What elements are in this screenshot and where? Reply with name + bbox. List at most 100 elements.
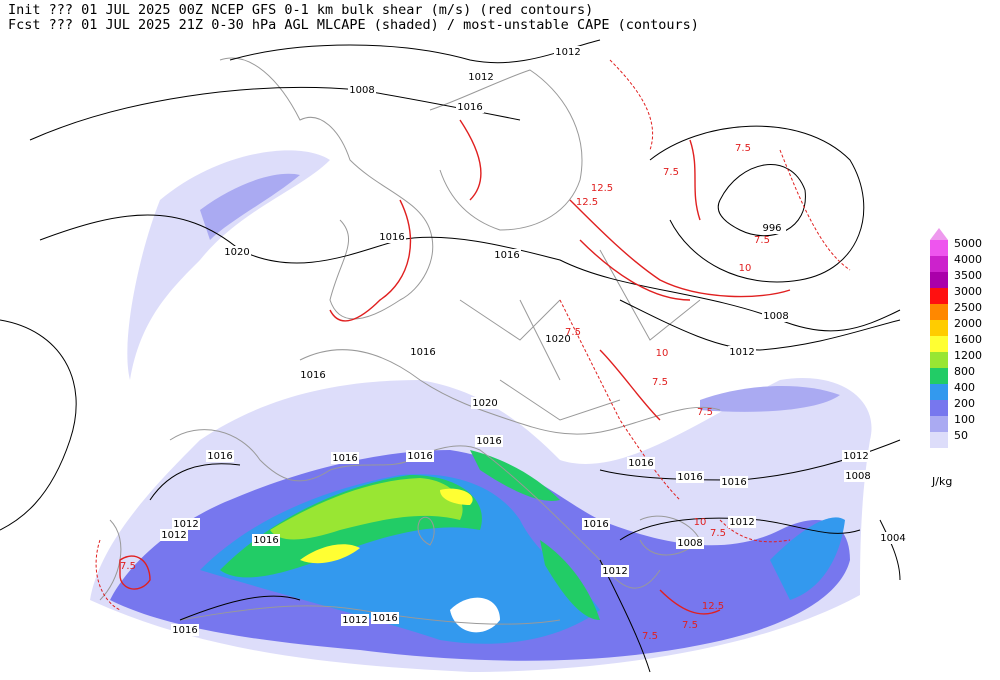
isobar-label: 1012	[602, 566, 627, 577]
label-bg	[554, 46, 582, 58]
label-bg	[252, 534, 280, 546]
legend-label: 5000	[954, 237, 982, 250]
isobar-label: 1016	[332, 453, 357, 464]
isobar-label: 996	[762, 223, 781, 234]
legend-swatch	[930, 400, 948, 416]
isobar-label: 1016	[407, 451, 432, 462]
isobar-label: 1020	[472, 398, 497, 409]
cape-area	[770, 517, 845, 600]
shear-label: 7.5	[120, 561, 136, 572]
shear-label: 7.5	[682, 620, 698, 631]
shear-label: 10	[739, 263, 752, 274]
legend-swatch	[930, 320, 948, 336]
isobar-label: 1012	[729, 347, 754, 358]
label-bg	[493, 249, 521, 261]
isobar-label: 1016	[476, 436, 501, 447]
legend-label: 100	[954, 413, 975, 426]
shear-label: 7.5	[754, 235, 770, 246]
isobar-label: 1008	[763, 311, 788, 322]
legend-label: 1600	[954, 333, 982, 346]
shear-label: 7.5	[642, 631, 658, 642]
label-bg	[206, 450, 234, 462]
label-bg	[582, 518, 610, 530]
isobar-label: 1016	[410, 347, 435, 358]
legend-swatch	[930, 256, 948, 272]
label-bg	[341, 614, 369, 626]
cape-area	[127, 150, 330, 380]
label-bg	[171, 624, 199, 636]
shear-label: 12.5	[576, 197, 598, 208]
label-bg	[223, 246, 251, 258]
shear-label: 7.5	[697, 407, 713, 418]
label-bg	[371, 612, 399, 624]
isobar-label: 1012	[468, 72, 493, 83]
isobar-label: 1016	[457, 102, 482, 113]
cape-area	[470, 450, 560, 501]
shear-label: 7.5	[663, 167, 679, 178]
legend-label: 3500	[954, 269, 982, 282]
contour-labels: 1012 1008 1012 1016 996 1016 1016 1020 1008 1012 1…	[120, 46, 907, 642]
legend-swatch	[930, 384, 948, 400]
label-bg	[471, 397, 499, 409]
isobar-label: 1008	[845, 471, 870, 482]
isobar-label: 1012	[342, 615, 367, 626]
shear-label: 10	[656, 348, 669, 359]
legend-label: 2500	[954, 301, 982, 314]
label-bg	[720, 476, 748, 488]
label-bg	[378, 231, 406, 243]
isobar-label: 1016	[583, 519, 608, 530]
label-bg	[728, 516, 756, 528]
label-bg	[475, 435, 503, 447]
isobar-label: 1012	[843, 451, 868, 462]
label-bg	[544, 333, 572, 345]
label-bg	[160, 529, 188, 541]
isobar-label: 1016	[372, 613, 397, 624]
label-bg	[456, 101, 484, 113]
legend-swatch	[930, 432, 948, 448]
cape-area	[540, 540, 600, 620]
legend-arrow	[930, 228, 948, 240]
shear-label: 7.5	[565, 327, 581, 338]
legend-label: 4000	[954, 253, 982, 266]
isobar-label: 1016	[253, 535, 278, 546]
isobar-label: 1012	[161, 530, 186, 541]
isobar-label: 1016	[300, 370, 325, 381]
legend-label: 400	[954, 381, 975, 394]
label-bg	[879, 532, 907, 544]
legend-swatch	[930, 240, 948, 256]
shear-label: 7.5	[735, 143, 751, 154]
label-bg	[406, 450, 434, 462]
label-bg	[842, 450, 870, 462]
label-bg	[331, 452, 359, 464]
label-bg	[762, 310, 790, 322]
isobar-label: 1016	[172, 625, 197, 636]
legend-label: 800	[954, 365, 975, 378]
label-bg	[676, 537, 704, 549]
legend-swatch	[930, 304, 948, 320]
isobar-label: 1016	[207, 451, 232, 462]
legend-label: 50	[954, 429, 968, 442]
label-bg	[728, 346, 756, 358]
label-bg	[758, 222, 786, 234]
isobar-label: 1020	[224, 247, 249, 258]
label-bg	[467, 71, 495, 83]
label-bg	[601, 565, 629, 577]
isobar-label: 1012	[555, 47, 580, 58]
legend-unit: J/kg	[931, 475, 952, 488]
legend-swatch	[930, 368, 948, 384]
isobar-label: 1020	[545, 334, 570, 345]
label-bg	[299, 369, 327, 381]
isobar-label: 1016	[677, 472, 702, 483]
cape-area	[200, 173, 300, 240]
legend-label: 3000	[954, 285, 982, 298]
label-bg	[676, 471, 704, 483]
label-bg	[409, 346, 437, 358]
isobar-label: 1008	[349, 85, 374, 96]
legend-swatch	[930, 416, 948, 432]
shear-label: 10	[694, 517, 707, 528]
isobar-label: 1012	[729, 517, 754, 528]
legend-label: 200	[954, 397, 975, 410]
shear-label: 7.5	[652, 377, 668, 388]
label-bg	[348, 84, 376, 96]
header-line: Init ??? 01 JUL 2025 00Z NCEP GFS 0-1 km…	[8, 2, 593, 18]
